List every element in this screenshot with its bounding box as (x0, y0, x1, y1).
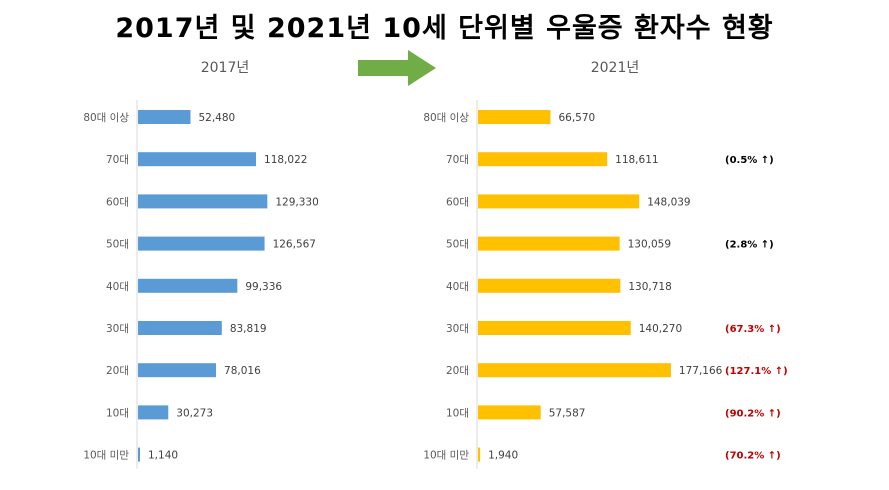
chart-title: 2021년 (591, 60, 640, 76)
data-label: 118,022 (264, 154, 307, 166)
chart-2017: 2017년 80대 이상 52,480 70대 118,022 60대 129,330 50대… (83, 60, 319, 469)
data-label: 30,273 (176, 407, 213, 419)
data-label: 130,718 (628, 281, 671, 293)
bar (478, 236, 620, 251)
bar (138, 278, 238, 293)
arrow-right-icon (358, 50, 436, 86)
category-label: 50대 (446, 239, 469, 251)
data-label: 1,940 (488, 450, 518, 462)
category-label: 10대 (446, 407, 469, 419)
data-label: 66,570 (558, 112, 595, 124)
bar (138, 194, 268, 209)
category-label: 10대 (106, 407, 129, 419)
category-label: 70대 (446, 154, 469, 166)
change-annotation: (127.1% ↑) (725, 366, 788, 377)
data-label: 140,270 (639, 323, 682, 335)
data-label: 1,140 (148, 450, 178, 462)
chart-title: 2017년 (201, 60, 250, 76)
category-label: 40대 (446, 281, 469, 293)
category-label: 10대 미만 (83, 450, 129, 462)
category-label: 10대 미만 (423, 450, 469, 462)
change-annotation: (0.5% ↑) (725, 155, 774, 166)
data-label: 148,039 (647, 196, 690, 208)
bar (478, 447, 481, 462)
bar (478, 321, 631, 335)
bar (478, 405, 541, 420)
data-label: 118,611 (615, 154, 658, 166)
data-label: 130,059 (628, 239, 671, 251)
page-title: 2017년 및 2021년 10세 단위별 우울증 환자수 현황 (115, 13, 774, 44)
bar (478, 363, 671, 378)
bar (138, 363, 217, 378)
chart-2021: 2021년 80대 이상 66,570 70대 118,611 (0.5% ↑) 60대 14… (423, 60, 788, 469)
change-annotation: (2.8% ↑) (725, 240, 774, 251)
bar (138, 236, 265, 251)
category-label: 30대 (106, 323, 129, 335)
data-label: 83,819 (230, 323, 267, 335)
category-label: 40대 (106, 281, 129, 293)
bar (138, 110, 191, 124)
change-annotation: (90.2% ↑) (725, 408, 781, 419)
category-label: 80대 이상 (83, 112, 129, 124)
bar (478, 152, 608, 167)
data-label: 78,016 (224, 365, 261, 377)
category-label: 60대 (446, 196, 469, 208)
change-annotation: (67.3% ↑) (725, 324, 781, 335)
category-label: 20대 (446, 365, 469, 377)
data-label: 129,330 (275, 196, 318, 208)
data-label: 126,567 (273, 239, 316, 251)
bar (478, 110, 551, 124)
bar (138, 447, 140, 462)
category-label: 20대 (106, 365, 129, 377)
bar (478, 194, 640, 209)
change-annotation: (70.2% ↑) (725, 451, 781, 462)
bar (138, 405, 169, 420)
category-label: 50대 (106, 239, 129, 251)
arrow-shape (358, 50, 436, 86)
category-label: 70대 (106, 154, 129, 166)
data-label: 52,480 (198, 112, 235, 124)
data-label: 57,587 (549, 407, 586, 419)
category-label: 60대 (106, 196, 129, 208)
bar (138, 321, 222, 335)
data-label: 99,336 (245, 281, 282, 293)
category-label: 80대 이상 (423, 112, 469, 124)
category-label: 30대 (446, 323, 469, 335)
bar (478, 278, 621, 293)
bar (138, 152, 257, 167)
data-label: 177,166 (679, 365, 723, 377)
